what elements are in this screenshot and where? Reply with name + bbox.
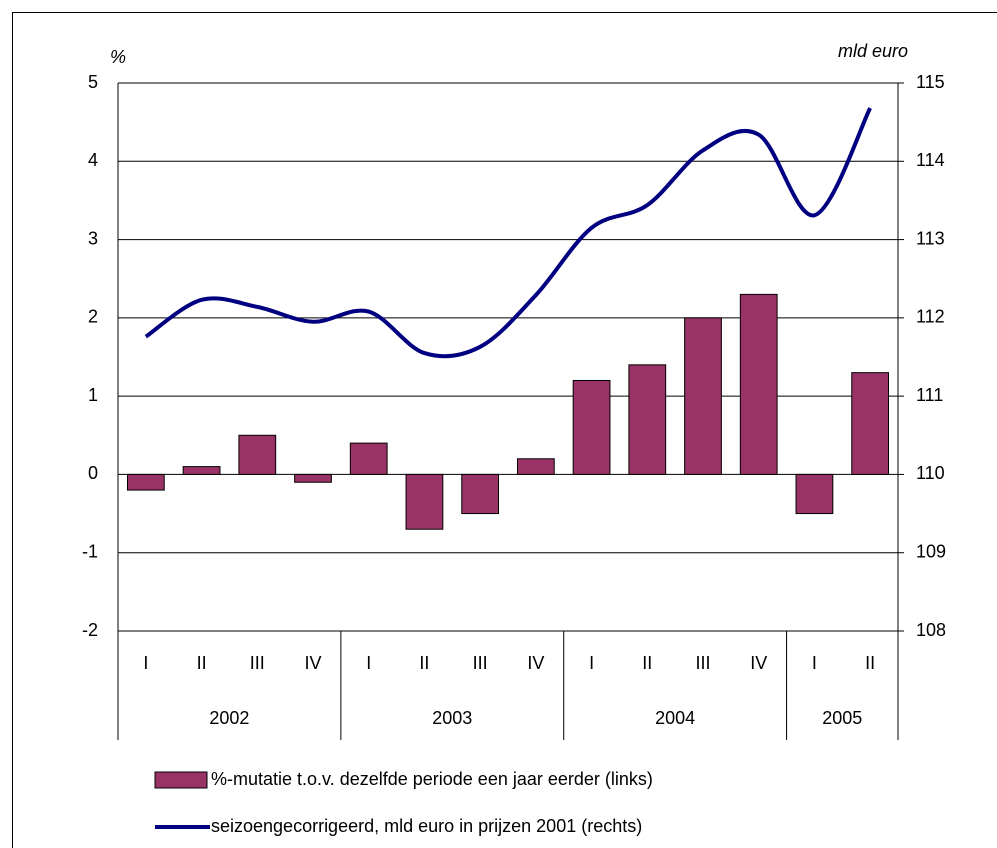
y2-tick-label: 115: [916, 72, 945, 92]
x-tick-label: III: [473, 653, 488, 673]
x-tick-label: IV: [527, 653, 544, 673]
y2-tick-label: 112: [916, 307, 945, 327]
bar: [126, 473, 165, 491]
y2-tick-label: 108: [916, 620, 946, 640]
x-group-label: 2005: [822, 708, 862, 728]
bar: [739, 293, 778, 475]
bar: [628, 364, 667, 475]
y-axis-label: %: [110, 47, 126, 67]
y-tick-label: -2: [82, 620, 98, 640]
legend-label: %-mutatie t.o.v. dezelfde periode een ja…: [211, 769, 653, 789]
bar: [572, 379, 611, 475]
bar: [684, 317, 722, 475]
x-tick-label: IV: [304, 653, 321, 673]
x-group-label: 2003: [432, 708, 472, 728]
y-tick-label: 0: [88, 463, 98, 483]
bar: [294, 473, 332, 483]
bar: [405, 473, 444, 530]
y-tick-label: 3: [88, 228, 98, 248]
x-tick-label: II: [419, 653, 429, 673]
bar: [516, 458, 555, 475]
y-tick-label: -1: [82, 541, 98, 561]
bar: [238, 434, 277, 475]
x-tick-label: I: [143, 653, 148, 673]
x-tick-label: II: [865, 653, 875, 673]
y-tick-label: 1: [88, 385, 98, 405]
x-tick-label: III: [695, 653, 710, 673]
y-tick-label: 5: [88, 72, 98, 92]
line: [144, 107, 872, 359]
y-tick-label: 4: [88, 150, 98, 170]
y2-tick-label: 113: [916, 228, 945, 248]
x-tick-label: II: [642, 653, 652, 673]
x-tick-label: II: [197, 653, 207, 673]
legend-label: seizoengecorrigeerd, mld euro in prijzen…: [211, 816, 642, 836]
y2-axis-label: mld euro: [838, 41, 908, 61]
x-tick-label: I: [366, 653, 371, 673]
x-tick-label: IV: [750, 653, 767, 673]
y2-tick-label: 111: [916, 385, 943, 405]
bar: [461, 473, 500, 515]
x-group-label: 2004: [655, 708, 695, 728]
x-tick-label: III: [250, 653, 265, 673]
bar: [349, 442, 388, 475]
y2-tick-label: 114: [916, 150, 945, 170]
x-tick-label: I: [812, 653, 817, 673]
legend-swatch: [154, 771, 208, 789]
bar: [182, 466, 221, 475]
y2-tick-label: 110: [916, 463, 945, 483]
bar: [851, 372, 890, 475]
y2-tick-label: 109: [916, 541, 946, 561]
x-tick-label: I: [589, 653, 594, 673]
x-group-label: 2002: [209, 708, 249, 728]
frame: [12, 12, 997, 848]
bar: [795, 473, 834, 515]
y-tick-label: 2: [88, 307, 98, 327]
